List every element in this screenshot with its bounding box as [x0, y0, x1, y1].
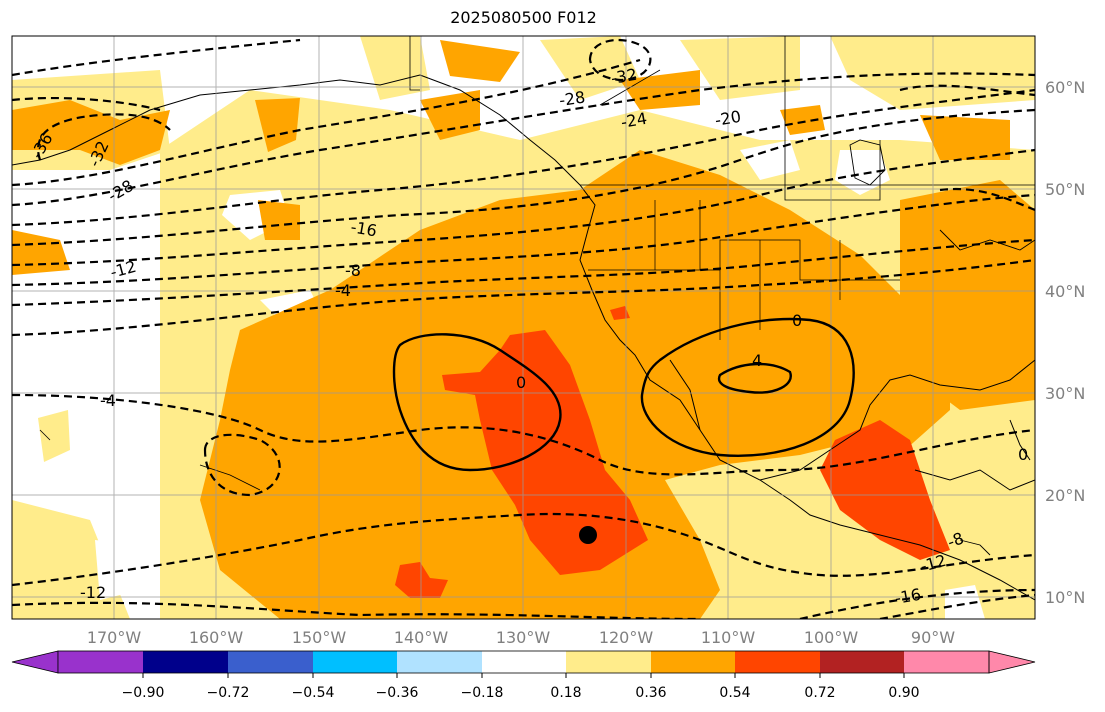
colorbar-label: −0.72 — [207, 685, 250, 701]
contour-label: -24 — [619, 109, 648, 132]
contour-label: -16 — [349, 217, 378, 240]
lat-label: 50°N — [1045, 180, 1085, 199]
colorbar-label: −0.90 — [122, 685, 165, 701]
colorbar-label: 0.90 — [888, 685, 919, 701]
lat-label: 30°N — [1045, 384, 1085, 403]
contour-label: 0 — [792, 311, 802, 330]
contour-label: -8 — [945, 528, 966, 551]
contour-label: -16 — [893, 585, 922, 608]
colorbar-segment — [904, 651, 989, 673]
contour-label: -20 — [713, 107, 742, 130]
contour-label: -28 — [558, 88, 587, 110]
lon-label: 130°W — [496, 628, 551, 647]
colorbar-label: −0.54 — [292, 685, 335, 701]
contour-label: -8 — [345, 261, 361, 280]
lon-label: 120°W — [599, 628, 654, 647]
contour-label: 0 — [1018, 445, 1028, 464]
contour-label: -4 — [335, 281, 351, 300]
colorbar-segment — [566, 651, 651, 673]
colorbar-segment — [143, 651, 228, 673]
colorbar-segment — [58, 651, 143, 673]
colorbar-label: −0.36 — [376, 685, 419, 701]
colorbar-segment — [651, 651, 735, 673]
colorbar-segment — [735, 651, 820, 673]
colorbar-left-arrow — [11, 650, 59, 674]
map-panel: -36 -32 -32 -28 -28 -24 -20 -16 -12 -8 -… — [12, 36, 1035, 619]
lon-label: 170°W — [87, 628, 142, 647]
latitude-labels: 60°N 50°N 40°N 30°N 20°N 10°N — [1045, 78, 1085, 607]
lon-label: 160°W — [189, 628, 244, 647]
colorbar-ticks — [142, 673, 905, 678]
solid-contours — [392, 317, 855, 472]
colorbar: −0.90 −0.72 −0.54 −0.36 −0.18 0.18 0.36 … — [11, 650, 1036, 701]
colorbar-label: 0.18 — [550, 685, 581, 701]
contour-label: -32 — [609, 65, 638, 88]
colorbar-label: −0.18 — [461, 685, 504, 701]
colorbar-segment — [397, 651, 482, 673]
lon-label: 100°W — [804, 628, 859, 647]
colorbar-right-arrow — [988, 650, 1036, 674]
map-title: 2025080500 F012 — [450, 8, 597, 27]
colorbar-label: 0.54 — [719, 685, 750, 701]
colorbar-segment — [482, 651, 566, 673]
colorbar-segment — [313, 651, 397, 673]
contour-label: 4 — [752, 351, 762, 370]
colorbar-label: 0.72 — [804, 685, 835, 701]
lat-label: 10°N — [1045, 588, 1085, 607]
lon-label: 150°W — [292, 628, 347, 647]
map-frame — [11, 35, 1036, 620]
colorbar-label: 0.36 — [635, 685, 666, 701]
contour-label: -12 — [80, 583, 106, 602]
lon-label: 140°W — [394, 628, 449, 647]
colorbar-frame — [57, 650, 990, 674]
lat-label: 60°N — [1045, 78, 1085, 97]
lat-label: 40°N — [1045, 282, 1085, 301]
lon-label: 110°W — [701, 628, 756, 647]
colorbar-segment — [820, 651, 904, 673]
dashed-contours — [12, 38, 1035, 619]
lon-label: 90°W — [911, 628, 955, 647]
lat-label: 20°N — [1045, 486, 1085, 505]
contour-label: 0 — [516, 373, 526, 392]
contour-label: -4 — [100, 391, 116, 410]
storm-center-marker — [579, 526, 597, 544]
colorbar-segment — [228, 651, 313, 673]
longitude-labels: 170°W 160°W 150°W 140°W 130°W 120°W 110°… — [87, 628, 955, 647]
